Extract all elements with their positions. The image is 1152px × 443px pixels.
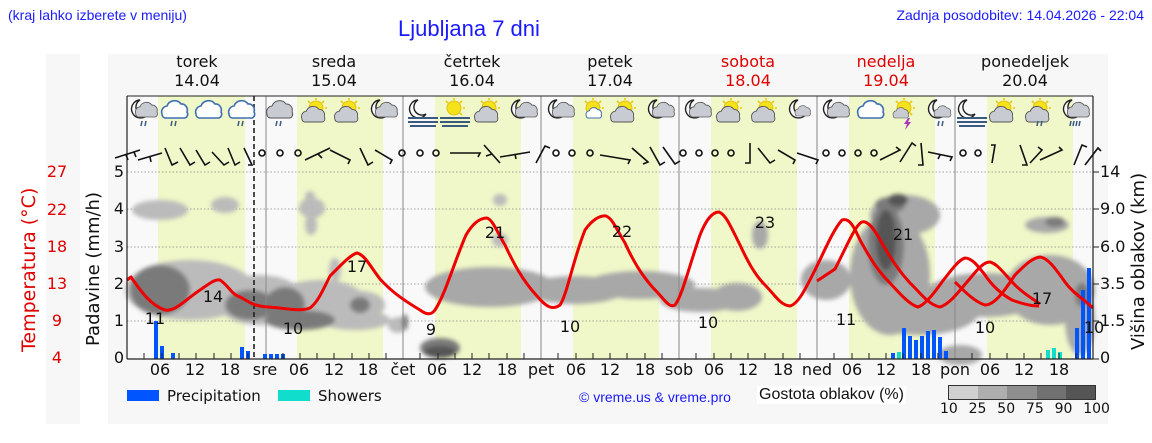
x-tick: 12 — [1013, 360, 1035, 379]
day-header-2: četrtek 16.04 — [443, 52, 501, 90]
x-tick: pet — [527, 360, 555, 379]
temp-label: 9 — [425, 320, 437, 339]
x-tick: 06 — [288, 360, 310, 379]
x-tick-marks — [143, 353, 1077, 359]
day-header-4: sobota 18.04 — [720, 52, 776, 90]
precipitation-legend-label: Precipitation — [167, 387, 261, 405]
scale-label: 10 — [940, 401, 958, 417]
temp-label: 10 — [559, 317, 581, 336]
scale-label: 90 — [1054, 401, 1073, 417]
scale-label: 50 — [997, 401, 1016, 417]
temp-label: 22 — [611, 222, 633, 241]
x-tick: 12 — [737, 360, 759, 379]
x-tick: 06 — [841, 360, 863, 379]
temp-label: 21 — [484, 223, 506, 242]
x-tick: 18 — [910, 360, 932, 379]
temp-label: 23 — [754, 213, 776, 232]
x-tick: 18 — [634, 360, 656, 379]
x-tick: ned — [801, 360, 833, 379]
temp-tick: 22 — [46, 200, 68, 219]
x-tick: 12 — [461, 360, 483, 379]
x-tick: 18 — [496, 360, 518, 379]
x-tick: 06 — [979, 360, 1001, 379]
x-tick: sob — [664, 360, 694, 379]
weather-icon-row — [130, 97, 1090, 130]
day-header-1: sreda 15.04 — [311, 52, 357, 90]
temp-label: 17 — [1031, 289, 1053, 308]
x-tick: 18 — [1048, 360, 1070, 379]
wind-barb-row — [114, 141, 1102, 167]
temp-tick: 18 — [46, 237, 68, 256]
cloud-height-tick: 9.0 — [1100, 199, 1126, 218]
temp-tick: 13 — [46, 274, 68, 293]
page-title: Ljubljana 7 dni — [398, 16, 540, 41]
cloud-density-field — [125, 191, 1095, 365]
cloud-height-tick: 0 — [1100, 348, 1111, 367]
temp-label: 14 — [202, 287, 224, 306]
day-separators — [265, 96, 956, 359]
copyright-link[interactable]: © vreme.us & vreme.pro — [579, 389, 731, 405]
region-hint-link[interactable]: (kraj lahko izberete v meniju) — [8, 7, 187, 23]
temp-label: 11 — [835, 310, 857, 329]
scale-label: 100 — [1083, 401, 1110, 417]
temp-label: 11 — [144, 309, 166, 328]
cloud-height-tick: 6.0 — [1100, 237, 1126, 256]
temp-tick: 4 — [51, 348, 63, 367]
temp-tick: 9 — [51, 311, 63, 330]
x-tick: 12 — [599, 360, 621, 379]
precip-tick: 3 — [113, 237, 124, 256]
sun-thunderstorm-icon — [892, 97, 916, 130]
day-header-5: nedelja 19.04 — [856, 52, 916, 90]
precipitation-bars — [154, 268, 1091, 359]
last-update: Zadnja posodobitev: 14.04.2026 - 22:04 — [896, 7, 1144, 23]
shower-bars — [897, 348, 1062, 359]
x-tick: 06 — [565, 360, 587, 379]
x-tick: 12 — [323, 360, 345, 379]
precip-tick: 1 — [113, 311, 124, 330]
cloud-density-scale-labels: 10 25 50 75 90 100 — [940, 401, 1110, 417]
temperature-line — [126, 210, 1040, 316]
showers-legend-label: Showers — [318, 387, 382, 405]
scale-label: 75 — [1025, 401, 1044, 417]
cloud-height-tick: 1.5 — [1100, 311, 1126, 330]
x-tick: pon — [939, 360, 971, 379]
temp-label: 21 — [892, 225, 914, 244]
cloud-height-tick: 3.5 — [1100, 274, 1126, 293]
x-tick: 18 — [357, 360, 379, 379]
cloud-height-tick: 14 — [1100, 162, 1121, 181]
x-tick: sre — [252, 360, 278, 379]
temp-label: 10 — [697, 313, 719, 332]
cloud-density-label: Gostota oblakov (%) — [757, 386, 906, 404]
precip-tick: 0 — [113, 348, 124, 367]
temp-tick: 27 — [46, 162, 68, 181]
cloud-height-axis-label: Višina oblakov (km) — [1128, 172, 1149, 350]
temp-axis-panel — [46, 54, 80, 424]
day-header-0: torek 14.04 — [174, 52, 220, 90]
precip-tick: 4 — [113, 199, 124, 218]
temp-label: 10 — [1083, 318, 1105, 337]
x-tick: 06 — [703, 360, 725, 379]
scale-label: 25 — [968, 401, 987, 417]
x-tick: 18 — [219, 360, 241, 379]
precip-tick: 2 — [113, 274, 124, 293]
day-header-6: ponedeljek 20.04 — [981, 52, 1069, 90]
temp-label: 17 — [346, 257, 368, 276]
showers-swatch — [278, 390, 310, 401]
x-tick: 12 — [875, 360, 897, 379]
precipitation-swatch — [127, 390, 159, 401]
precip-tick: 5 — [113, 162, 124, 181]
temp-label: 10 — [282, 319, 304, 338]
x-tick: 18 — [772, 360, 794, 379]
x-tick: 12 — [184, 360, 206, 379]
temp-label: 10 — [974, 318, 996, 337]
day-header-3: petek 17.04 — [587, 52, 633, 90]
x-tick: 06 — [149, 360, 171, 379]
x-tick: čet — [390, 360, 416, 379]
cloud-density-scale-bar — [948, 385, 1096, 400]
x-tick: 06 — [426, 360, 448, 379]
